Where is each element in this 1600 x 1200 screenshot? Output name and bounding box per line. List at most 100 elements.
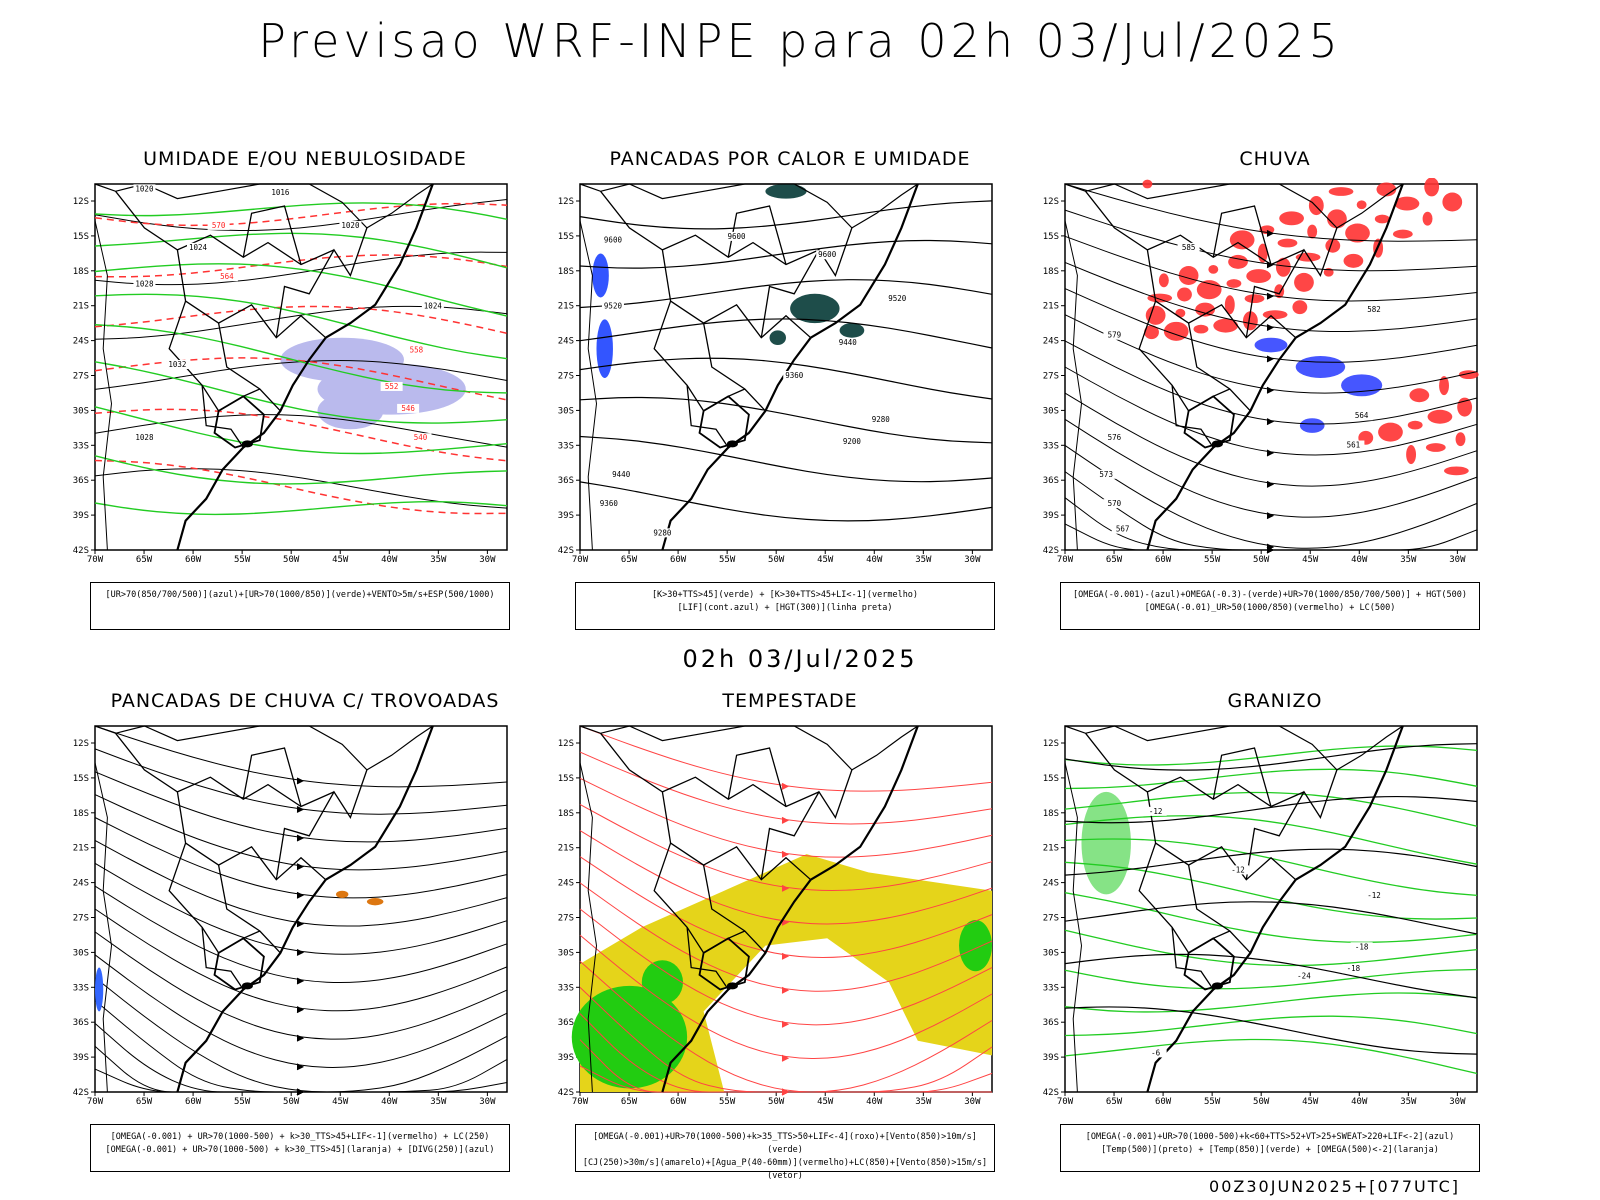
lat-tick-label: 15S: [1043, 774, 1059, 784]
shaded-area: [1376, 182, 1397, 197]
lon-tick-label: 70W: [572, 1097, 589, 1107]
lat-tick-label: 15S: [1043, 232, 1059, 242]
lat-tick-label: 30S: [558, 948, 574, 958]
lagoon: [241, 440, 253, 448]
shaded-area: [95, 967, 104, 1012]
lon-tick-label: 40W: [381, 555, 398, 565]
contour-line: [579, 481, 993, 522]
label-bg: [836, 338, 859, 348]
label-bg: [1292, 971, 1315, 981]
state-border: [653, 300, 746, 412]
contour-line: [1064, 1038, 1478, 1075]
shaded-area: [1392, 229, 1413, 239]
label-bg: [215, 272, 238, 282]
state-border: [702, 864, 766, 954]
state-border: [1212, 205, 1272, 265]
streamline-arrow: [296, 977, 305, 985]
lon-tick-label: 35W: [915, 1097, 932, 1107]
label-bg: [886, 294, 909, 304]
streamline: [1064, 340, 1478, 425]
lat-tick-label: 36S: [1043, 476, 1059, 486]
legend-line: [UR>70(850/700/500)](azul)+[UR>70(1000/8…: [105, 590, 495, 600]
lat-tick-label: 12S: [1043, 197, 1059, 207]
coastline: [94, 725, 434, 771]
state-border: [1245, 227, 1338, 338]
streamline-arrow: [296, 834, 305, 842]
contour-label: 1032: [168, 360, 186, 369]
lc250-streamlines: [94, 725, 508, 1096]
lat-tick-label: 12S: [73, 739, 89, 749]
contour-line: [94, 305, 508, 335]
contour-label: 582: [1367, 305, 1381, 314]
streamline-arrow: [296, 863, 305, 871]
lon-tick-label: 30W: [964, 1097, 981, 1107]
contour-line: [94, 414, 508, 448]
contour-label: 579: [1108, 331, 1122, 340]
panel-chuva: CHUVA 12S 15S 18S 21S 24S 27S 30S 33S 36S 39S 42S 7…: [1025, 148, 1525, 630]
contour-line: [1064, 743, 1478, 771]
lon-tick-label: 55W: [719, 555, 736, 565]
state-border: [727, 747, 787, 807]
lat-tick-label: 12S: [558, 197, 574, 207]
streamline-arrow: [296, 1006, 305, 1014]
lon-tick-label: 70W: [572, 555, 589, 565]
lat-tick-label: 18S: [73, 267, 89, 277]
streamline-arrow: [1266, 355, 1275, 363]
state-border: [600, 732, 820, 808]
contour-line: [1064, 795, 1478, 824]
lon-tick-label: 50W: [1253, 555, 1270, 565]
lon-tick-label: 70W: [1057, 555, 1074, 565]
label-bg: [869, 414, 892, 424]
lon-tick-label: 30W: [479, 555, 496, 565]
contour-label: 573: [1099, 470, 1113, 479]
contour-line: [1064, 745, 1478, 766]
streamline-arrow: [296, 777, 305, 785]
state-border: [1146, 791, 1297, 881]
lon-tick-label: 55W: [234, 555, 251, 565]
label-bg: [187, 242, 209, 252]
lat-tick-label: 36S: [73, 1018, 89, 1028]
lon-tick-label: 55W: [719, 1097, 736, 1107]
panel-granizo: GRANIZO 12S 15S 18S 21S 24S 27S 30S 33S 36S 39S 42…: [1025, 690, 1525, 1172]
label-bg: [1144, 1048, 1167, 1058]
lat-tick-label: 15S: [558, 232, 574, 242]
shaded-area: [1274, 284, 1285, 299]
contour-label: -12: [1367, 891, 1381, 900]
lat-tick-label: 39S: [73, 511, 89, 521]
lon-tick-label: 65W: [621, 1097, 638, 1107]
contour-label: 576: [1108, 433, 1122, 442]
state-border: [702, 322, 766, 412]
label-bg: [1227, 865, 1250, 875]
streamline-arrow: [781, 918, 790, 926]
political-borders: [579, 725, 919, 1093]
political-borders: [94, 725, 434, 1093]
lat-tick-label: 30S: [558, 406, 574, 416]
shaded-area: [1345, 223, 1370, 243]
streamline: [1064, 366, 1478, 456]
streamline-arrow: [1266, 292, 1275, 300]
contour-line: [94, 361, 508, 424]
contour-line: [1064, 953, 1478, 999]
shaded-area: [1425, 443, 1446, 452]
contour-label: 1024: [189, 243, 208, 252]
label-bg: [1177, 242, 1200, 252]
state-border: [201, 385, 244, 448]
state-border: [242, 747, 302, 807]
shaded-area: [769, 330, 786, 346]
lat-tick-label: 21S: [558, 302, 574, 312]
streamline: [1064, 209, 1478, 272]
panel-legend: [OMEGA(-0.001)+UR>70(1000-500)+k>35_TTS>…: [575, 1124, 995, 1181]
state-border: [168, 842, 261, 954]
uruguay-border: [698, 937, 750, 991]
shaded-area: [1307, 224, 1318, 239]
west-coastline: [1064, 762, 1083, 1093]
lat-tick-label: 24S: [558, 337, 574, 347]
lon-tick-label: 50W: [283, 555, 300, 565]
legend-line: [OMEGA(-0.001)-(azul)+OMEGA(-0.3)-(verde…: [1072, 590, 1468, 600]
uruguay-border: [213, 395, 265, 449]
shaded-area: [1158, 273, 1169, 288]
lon-tick-label: 40W: [866, 1097, 883, 1107]
panel-legend: [K>30+TTS>45](verde) + [K>30+TTS>45+LI<-…: [575, 582, 995, 630]
streamline-arrow: [296, 806, 305, 813]
